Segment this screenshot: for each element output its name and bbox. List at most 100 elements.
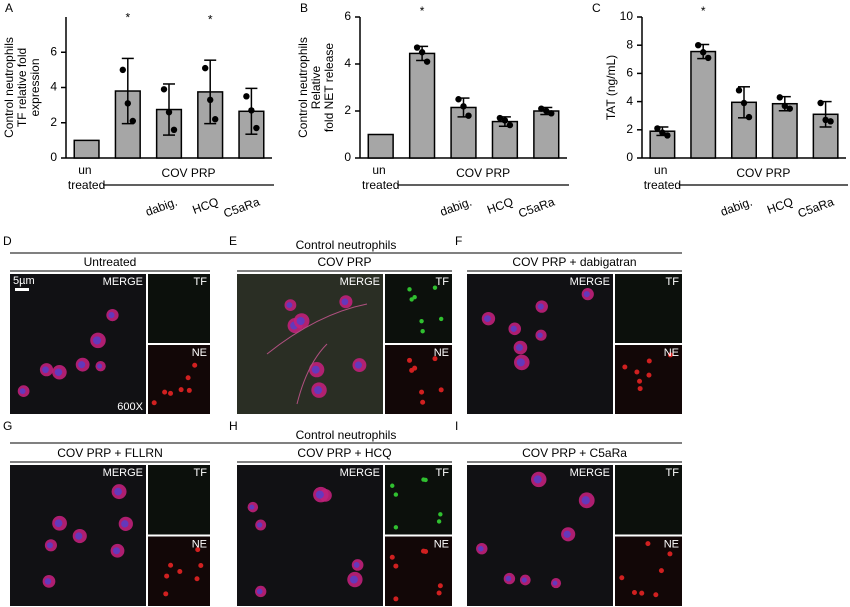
x-tick-label: un treated	[362, 163, 399, 192]
y-axis-label: Control neutrophils	[2, 37, 16, 138]
data-point	[745, 113, 753, 121]
y-tick-label: 2	[344, 103, 351, 117]
tf-image	[148, 274, 210, 343]
micrograph: MERGE TF NE	[237, 465, 452, 606]
tf-label: TF	[194, 276, 208, 288]
cell-nucleus	[296, 316, 305, 326]
panel-title: Untreated	[84, 255, 137, 269]
cell-nucleus	[484, 315, 491, 323]
cell-nucleus	[510, 325, 517, 332]
panel-letter: E	[229, 234, 237, 248]
ne-signal	[432, 356, 438, 362]
bar	[491, 120, 519, 159]
ne-signal	[437, 583, 443, 589]
ne-signal	[438, 387, 444, 393]
cell-nucleus	[75, 532, 83, 540]
ne-signal	[198, 563, 204, 569]
tf-signal	[393, 492, 399, 497]
x-tick-label: HCQ	[190, 195, 220, 217]
cell-nucleus	[583, 291, 590, 298]
tf-signal	[412, 294, 417, 300]
cell-nucleus	[314, 386, 323, 395]
ne-signal	[658, 568, 664, 574]
x-tick-label-line: un	[654, 163, 671, 177]
data-point	[202, 64, 209, 72]
data-point	[506, 121, 514, 129]
x-tick-label: C5aRa	[222, 195, 262, 221]
tf-signal	[438, 316, 444, 322]
cell-nucleus	[114, 487, 122, 496]
merge-image	[237, 274, 383, 414]
ne-image	[615, 536, 682, 606]
merge-image	[10, 274, 146, 414]
bar	[533, 110, 560, 159]
ne-signal	[194, 576, 200, 582]
bar	[408, 52, 436, 159]
y-tick-label: 0	[626, 150, 633, 164]
y-tick-label: 6	[50, 44, 57, 58]
tf-signal	[407, 287, 412, 292]
tf-signal	[409, 297, 414, 302]
cell-nucleus	[341, 298, 349, 306]
data-point	[170, 126, 178, 133]
ne-signal	[162, 389, 168, 395]
tf-image	[385, 274, 452, 343]
ne-signal	[622, 364, 628, 370]
net-strand	[266, 303, 368, 405]
group-label: COV PRP	[736, 166, 790, 180]
ne-image	[148, 345, 210, 414]
significance-star: *	[125, 11, 130, 25]
ne-signal	[631, 589, 637, 595]
ne-signal	[619, 575, 625, 581]
tf-label: TF	[666, 276, 680, 288]
data-point	[822, 116, 829, 124]
group-label: COV PRP	[162, 166, 216, 180]
group-label: COV PRP	[456, 166, 510, 180]
merge-label: MERGE	[103, 276, 143, 288]
x-tick-label: dabig.	[438, 195, 474, 219]
cell-nucleus	[108, 312, 115, 319]
tf-signal	[390, 483, 395, 488]
cell-nucleus	[581, 496, 590, 505]
bar	[367, 133, 394, 159]
cell-nucleus	[54, 519, 63, 528]
y-tick-label: 6	[626, 66, 633, 80]
merge-label: MERGE	[340, 276, 380, 288]
scale-label: 5µm	[13, 275, 35, 287]
tf-signal	[419, 318, 424, 324]
data-point	[455, 96, 462, 103]
cell-nucleus	[121, 520, 129, 528]
y-tick-label: 0	[50, 150, 57, 164]
ne-signal	[436, 590, 442, 596]
tf-signal	[421, 477, 426, 482]
cell-nucleus	[537, 303, 544, 310]
ne-label: NE	[664, 538, 679, 550]
y-tick-label: 4	[344, 56, 351, 70]
ne-label: NE	[192, 538, 207, 550]
cell-nucleus	[54, 368, 63, 376]
y-axis-label: expression	[28, 58, 42, 116]
data-point	[827, 118, 834, 125]
data-point	[248, 107, 255, 114]
data-point	[465, 112, 472, 119]
ne-signal	[168, 390, 174, 396]
scale-bar	[15, 288, 29, 291]
ne-signal	[393, 596, 399, 602]
ne-signal	[653, 592, 659, 598]
merge-image	[467, 465, 613, 606]
data-point	[460, 103, 467, 110]
cell-nucleus	[257, 522, 263, 528]
ne-signal	[151, 400, 157, 406]
micrograph: MERGE TF NE	[10, 465, 210, 606]
ne-signal	[164, 573, 170, 579]
data-point	[538, 105, 545, 112]
micrograph: MERGE TF NE	[237, 274, 452, 414]
data-point	[659, 129, 666, 136]
cell-nucleus	[354, 361, 362, 369]
cell-nucleus	[349, 575, 358, 584]
data-point	[413, 44, 421, 51]
ne-image	[385, 345, 452, 414]
data-point	[654, 125, 661, 132]
panel-title: COV PRP + HCQ	[297, 446, 391, 460]
